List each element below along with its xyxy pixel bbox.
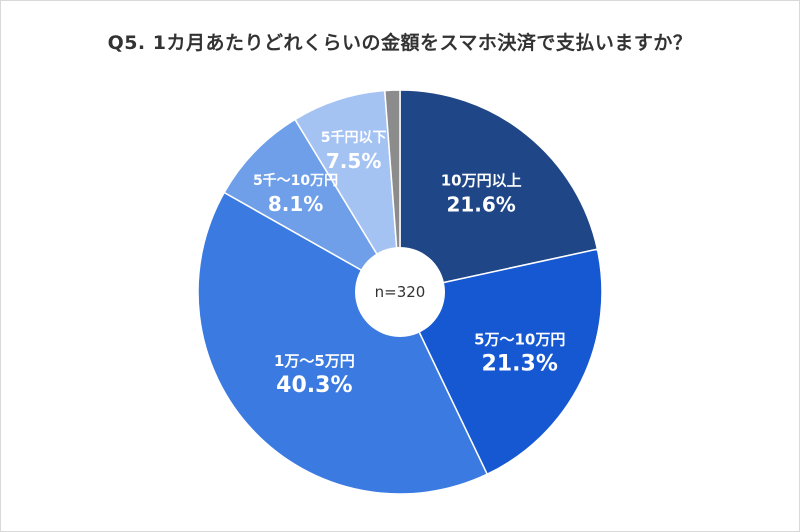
slice-name-label: 10万円以上 <box>441 171 522 189</box>
slice-name-label: 5万〜10万円 <box>474 331 565 349</box>
pie-slice-2 <box>197 191 489 495</box>
slice-name-label: 5千円以下 <box>321 129 387 146</box>
pie-slice-1 <box>398 248 603 476</box>
slice-name-label: 5千〜10万円 <box>253 172 338 189</box>
center-hole <box>355 247 445 337</box>
slice-value-label: 21.3% <box>482 352 558 377</box>
slice-labels: 10万円以上 21.6% 5万〜10万円 21.3% 1万〜5万円 40.3% 5千〜10万… <box>253 129 565 398</box>
pie-slices <box>197 89 603 495</box>
slice-name-label: 1万〜5万円 <box>274 352 355 370</box>
slice-value-label: 7.5% <box>326 149 381 173</box>
slice-value-label: 21.6% <box>446 192 515 216</box>
pie-slice-3 <box>223 118 403 295</box>
chart-title: Q5. 1カ月あたりどれくらいの金額をスマホ決済で支払いますか？ <box>107 32 693 54</box>
slice-value-label: 40.3% <box>276 373 352 398</box>
pie-slice-4 <box>293 89 401 293</box>
pie-slice-0 <box>399 89 599 293</box>
center-label: n=320 <box>375 283 426 301</box>
pie-slice-5 <box>383 89 401 293</box>
slice-value-label: 8.1% <box>268 192 323 216</box>
